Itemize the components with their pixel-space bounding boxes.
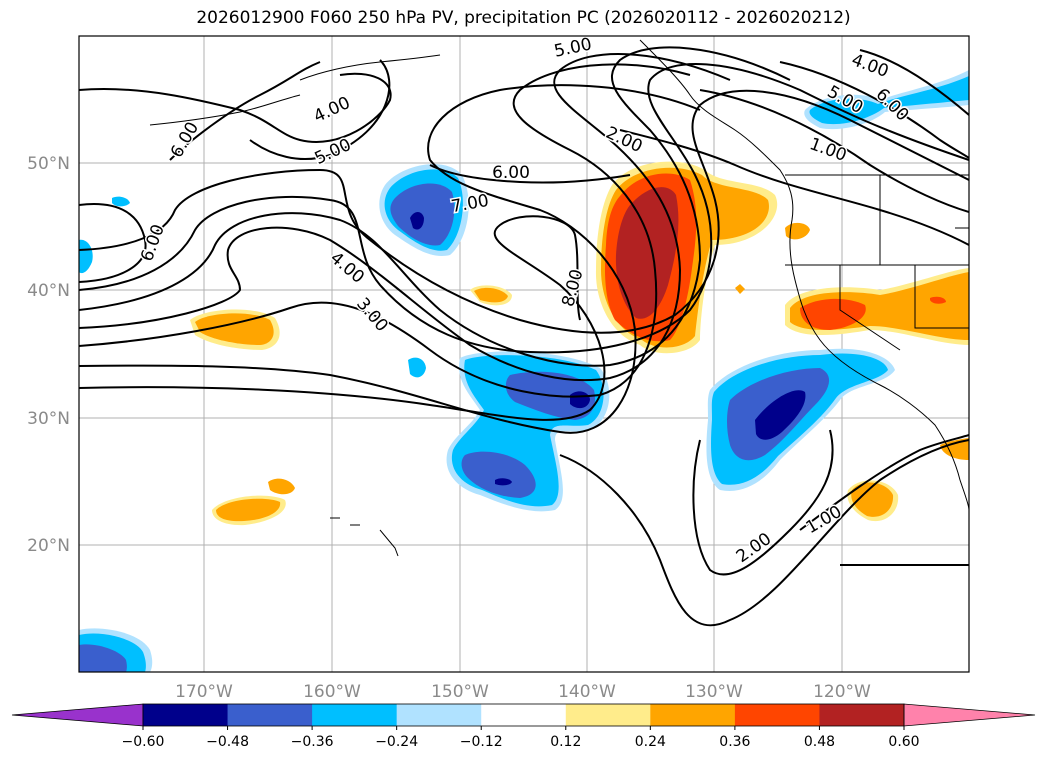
gridlines [79, 36, 969, 672]
colorbar-cell [819, 704, 905, 726]
map-border [78, 35, 970, 673]
lon-label: 130°W [685, 682, 743, 702]
colorbar-labels: −0.60 −0.48 −0.36 −0.24 −0.12 0.12 0.24 0.36 0.4… [122, 726, 920, 750]
colorbar-cell [396, 704, 482, 726]
pv-contours [79, 46, 969, 627]
longitude-axis: 170°W 160°W 150°W 140°W 130°W 120°W [175, 682, 871, 702]
colorbar-cell [565, 704, 651, 726]
colorbar-tick-label: 0.60 [888, 734, 919, 750]
colorbar-cell [143, 704, 229, 726]
colorbar-extend-high [903, 703, 1036, 727]
colorbar-cell [312, 704, 398, 726]
colorbar-frame [142, 703, 905, 727]
pv-contour-label: 6.00 [492, 163, 530, 183]
lon-label: 120°W [813, 682, 871, 702]
colorbar-tick-label: 0.12 [550, 734, 581, 750]
colorbar: −0.60 −0.48 −0.36 −0.24 −0.12 0.12 0.24 0.36 0.4… [11, 703, 1036, 750]
colorbar-tick-label: 0.48 [804, 734, 835, 750]
colorbar-tick-label: −0.24 [375, 734, 418, 750]
colorbar-extend-low [11, 703, 144, 727]
lon-label: 170°W [175, 682, 233, 702]
colorbar-cells [11, 703, 1036, 727]
lat-label: 40°N [27, 281, 70, 301]
lat-label: 50°N [27, 154, 70, 174]
colorbar-tick-label: −0.60 [122, 734, 165, 750]
colorbar-cell [650, 704, 736, 726]
precip-shading [79, 70, 969, 672]
coastlines [149, 39, 969, 557]
lon-label: 140°W [558, 682, 616, 702]
colorbar-tick-label: −0.12 [460, 734, 503, 750]
colorbar-tick-label: 0.36 [719, 734, 750, 750]
colorbar-tick-label: −0.36 [291, 734, 334, 750]
colorbar-cell [227, 704, 313, 726]
map-title: 2026012900 F060 250 hPa PV, precipitatio… [196, 8, 851, 28]
colorbar-cell [481, 704, 567, 726]
lat-label: 20°N [27, 536, 70, 556]
colorbar-tick-label: 0.24 [635, 734, 666, 750]
latitude-axis: 50°N 40°N 30°N 20°N [27, 154, 70, 556]
lat-label: 30°N [27, 409, 70, 429]
colorbar-tick-label: −0.48 [206, 734, 249, 750]
lon-label: 150°W [431, 682, 489, 702]
colorbar-cell [734, 704, 820, 726]
lon-label: 160°W [303, 682, 361, 702]
